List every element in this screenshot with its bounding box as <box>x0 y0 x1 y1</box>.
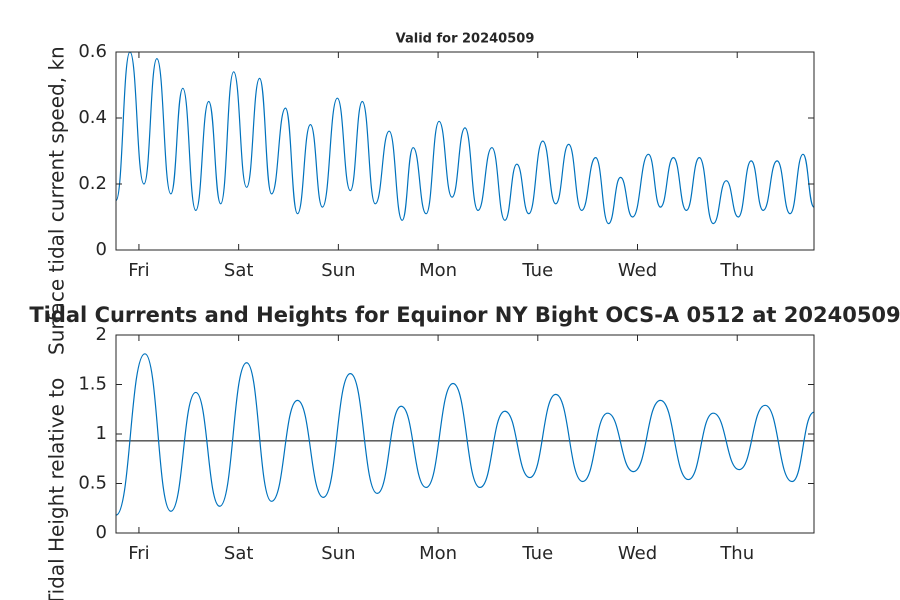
chart-title: Tidal Currents and Heights for Equinor N… <box>29 303 900 327</box>
data-line <box>115 51 815 225</box>
y-tick-label: 1.5 <box>78 374 107 395</box>
axes-box <box>115 51 815 251</box>
axes-box <box>115 334 815 534</box>
y-axis-label: Surface tidal current speed, kn <box>45 46 69 355</box>
x-tick-label: Mon <box>419 543 457 564</box>
y-tick-label: 0 <box>96 522 107 543</box>
y-axis-label: Tidal Height relative to <box>45 378 69 600</box>
y-tick-label: 0.5 <box>78 473 107 494</box>
x-tick-label: Fri <box>128 543 149 564</box>
axes-background <box>116 335 814 533</box>
y-tick-label: 0.2 <box>78 173 107 194</box>
x-tick-label: Wed <box>618 260 657 281</box>
chart-title: Valid for 20240509 <box>396 32 535 47</box>
x-tick-label: Tue <box>521 260 553 281</box>
x-tick-label: Thu <box>719 543 754 564</box>
x-tick-label: Thu <box>719 260 754 281</box>
x-tick-label: Sat <box>224 543 254 564</box>
y-tick-label: 0 <box>96 239 107 260</box>
y-tick-label: 2 <box>96 324 107 345</box>
x-tick-label: Sun <box>321 260 355 281</box>
axes-background <box>116 52 814 250</box>
y-tick-label: 1 <box>96 423 107 444</box>
x-tick-label: Fri <box>128 260 149 281</box>
x-tick-label: Mon <box>419 260 457 281</box>
x-tick-label: Wed <box>618 543 657 564</box>
x-tick-label: Sun <box>321 543 355 564</box>
data-line <box>115 353 815 516</box>
y-tick-label: 0.4 <box>78 107 107 128</box>
x-tick-label: Tue <box>521 543 553 564</box>
y-tick-label: 0.6 <box>78 41 107 62</box>
x-tick-label: Sat <box>224 260 254 281</box>
